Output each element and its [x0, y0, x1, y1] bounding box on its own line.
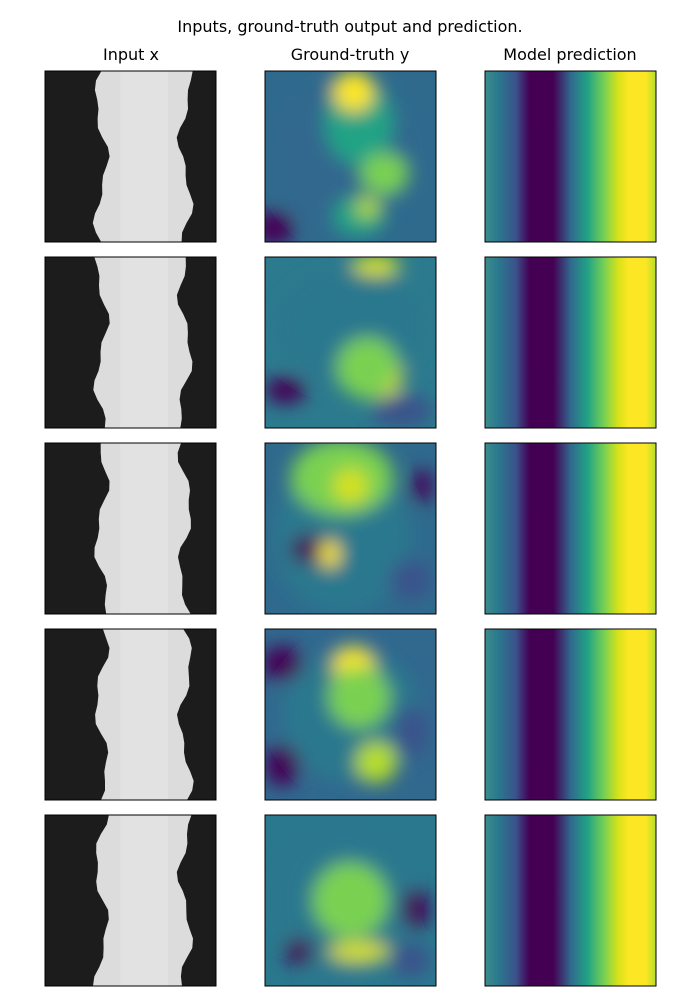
ground-truth-frame [264, 814, 437, 987]
prediction-field [485, 443, 656, 614]
ground-truth-blob [333, 468, 368, 503]
input-panel [44, 70, 217, 243]
ground-truth-blob [328, 666, 390, 729]
prediction-field [485, 71, 656, 242]
ground-truth-blob [389, 559, 431, 601]
ground-truth-panel [264, 628, 437, 801]
prediction-panel [484, 814, 657, 987]
ground-truth-blob [360, 153, 409, 195]
input-core [120, 815, 169, 986]
input-frame [44, 814, 217, 987]
ground-truth-blob [285, 938, 313, 966]
input-core [120, 257, 169, 428]
ground-truth-blob [355, 197, 380, 219]
ground-truth-blob [389, 943, 431, 978]
ground-truth-panel [264, 814, 437, 987]
input-core [120, 71, 169, 242]
input-panel [44, 628, 217, 801]
column-title-input: Input x [103, 45, 159, 64]
ground-truth-blob [333, 71, 375, 113]
ground-truth-blob [393, 705, 428, 758]
ground-truth-blob [401, 888, 430, 930]
ground-truth-panel [264, 256, 437, 429]
ground-truth-blob [371, 393, 433, 428]
prediction-frame [484, 814, 657, 987]
ground-truth-blob [328, 941, 390, 963]
ground-truth-blob [355, 741, 397, 783]
ground-truth-frame [264, 256, 437, 429]
input-frame [44, 628, 217, 801]
figure-title: Inputs, ground-truth output and predicti… [177, 17, 523, 36]
input-core [120, 443, 169, 614]
input-panel [44, 256, 217, 429]
ground-truth-blob [352, 257, 401, 276]
ground-truth-blob [312, 862, 389, 939]
column-title-prediction: Model prediction [503, 45, 637, 64]
ground-truth-frame [264, 442, 437, 615]
ground-truth-blob [336, 337, 399, 399]
ground-truth-panel [264, 442, 437, 615]
ground-truth-blob [412, 468, 433, 503]
input-frame [44, 70, 217, 243]
prediction-frame [484, 442, 657, 615]
prediction-panel [484, 442, 657, 615]
ground-truth-blob [265, 376, 307, 405]
ground-truth-frame [264, 70, 437, 243]
ground-truth-frame [264, 628, 437, 801]
ground-truth-blob [265, 745, 300, 787]
prediction-field [485, 815, 656, 986]
prediction-frame [484, 256, 657, 429]
input-frame [44, 442, 217, 615]
prediction-panel [484, 628, 657, 801]
ground-truth-blob [319, 540, 341, 568]
prediction-frame [484, 70, 657, 243]
prediction-field [485, 629, 656, 800]
input-core [120, 629, 169, 800]
prediction-frame [484, 628, 657, 801]
prediction-panel [484, 70, 657, 243]
prediction-panel [484, 256, 657, 429]
ground-truth-blob [265, 211, 295, 242]
input-panel [44, 442, 217, 615]
ground-truth-panel [264, 70, 437, 243]
ground-truth-blob [290, 535, 325, 563]
input-frame [44, 256, 217, 429]
input-panel [44, 814, 217, 987]
prediction-field [485, 257, 656, 428]
column-title-ground-truth: Ground-truth y [290, 45, 410, 64]
ground-truth-blob [265, 646, 303, 681]
